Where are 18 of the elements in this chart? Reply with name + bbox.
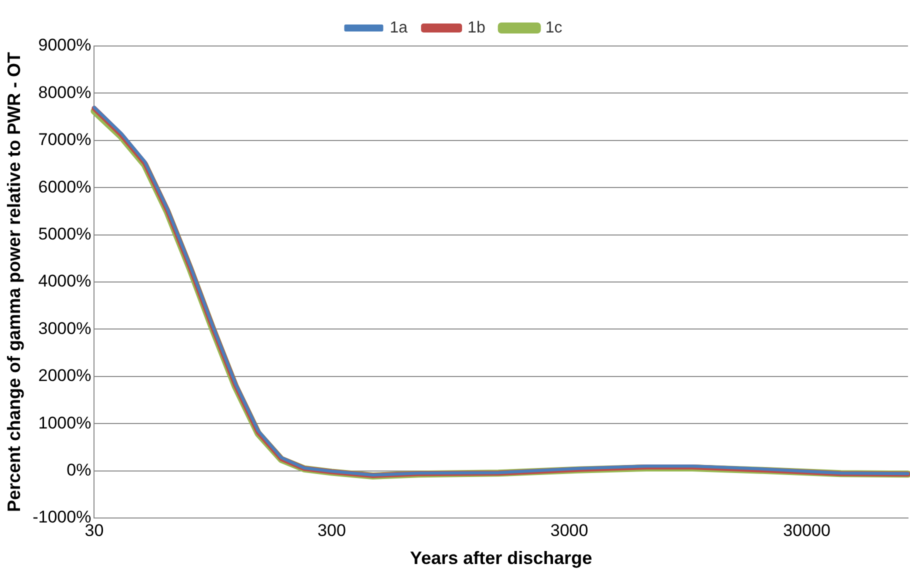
x-tick-label: 30000	[783, 520, 830, 540]
y-tick-label: 3000%	[38, 318, 92, 338]
legend-label: 1b	[468, 19, 486, 36]
y-tick-label: 9000%	[38, 36, 92, 55]
y-tick-label: 4000%	[38, 272, 92, 291]
x-tick-label: 3000	[550, 520, 588, 540]
y-tick-label: 8000%	[38, 82, 92, 102]
legend-label: 1a	[390, 19, 408, 36]
y-tick-label: 1000%	[38, 413, 92, 432]
y-tick-label: 6000%	[38, 177, 92, 196]
x-tick-label: 300	[318, 520, 346, 540]
y-tick-label: 0%	[66, 460, 92, 480]
y-tick-label: 2000%	[38, 366, 92, 386]
x-axis-title: Years after discharge	[410, 548, 592, 568]
y-tick-label: 5000%	[38, 224, 92, 244]
legend-label: 1c	[545, 19, 562, 36]
y-tick-label: 7000%	[38, 130, 92, 150]
y-axis-title: Percent change of gamma power relative to PWR - OT	[4, 52, 24, 512]
